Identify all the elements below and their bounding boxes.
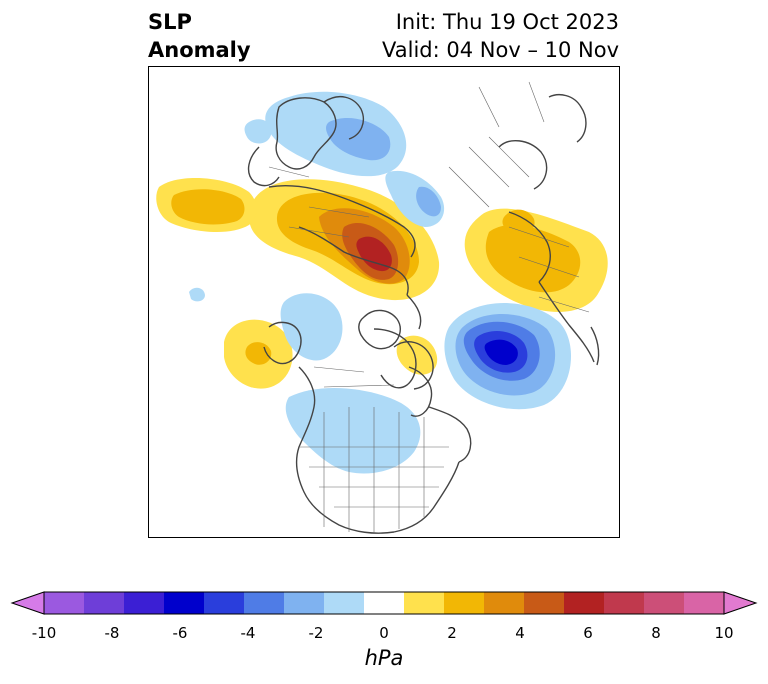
colorbar-tick-label: -10 xyxy=(31,624,57,642)
positive-anomaly-hudson xyxy=(396,335,438,375)
colorbar-cell xyxy=(404,592,445,614)
colorbar-cell xyxy=(284,592,325,614)
init-date: Init: Thu 19 Oct 2023 xyxy=(395,10,619,34)
colorbar-cells xyxy=(10,591,758,615)
colorbar-tick-label: 2 xyxy=(447,624,457,642)
colorbar-cell xyxy=(364,592,405,614)
political-borders xyxy=(268,81,590,533)
colorbar-extend-max xyxy=(723,591,758,615)
colorbar-tick-label: 6 xyxy=(583,624,593,642)
colorbar-cell xyxy=(244,592,285,614)
valid-period: Valid: 04 Nov – 10 Nov xyxy=(382,38,619,62)
anomaly-map xyxy=(156,81,608,534)
date-info: Init: Thu 19 Oct 2023 Valid: 04 Nov – 10… xyxy=(382,8,619,64)
colorbar xyxy=(10,591,758,615)
coastlines xyxy=(247,94,600,534)
colorbar-cell xyxy=(524,592,565,614)
colorbar-cell xyxy=(444,592,485,614)
colorbar-cell xyxy=(124,592,165,614)
colorbar-tick-label: -8 xyxy=(104,624,120,642)
colorbar-cell xyxy=(604,592,645,614)
colorbar-cell xyxy=(84,592,125,614)
variable-subtitle: Anomaly xyxy=(148,38,251,62)
colorbar-cell xyxy=(44,592,85,614)
colorbar-cell xyxy=(324,592,365,614)
positive-anomaly-pacific xyxy=(224,319,293,389)
colorbar-tick-label: -6 xyxy=(172,624,188,642)
colorbar-cell xyxy=(684,592,725,614)
colorbar-cell xyxy=(564,592,605,614)
unit-label: hPa xyxy=(364,646,404,670)
colorbar-tick-label: -2 xyxy=(308,624,324,642)
negative-anomaly-arctic xyxy=(244,91,445,227)
negative-anomaly-atlantic xyxy=(444,303,571,410)
colorbar-extend-min xyxy=(10,591,45,615)
colorbar-cell xyxy=(164,592,205,614)
colorbar-tick-label: 0 xyxy=(379,624,389,642)
colorbar-tick-label: 10 xyxy=(714,624,734,642)
negative-anomaly-north-america xyxy=(189,287,421,474)
colorbar-cell xyxy=(484,592,525,614)
positive-anomaly-europe xyxy=(464,208,608,312)
colorbar-tick-label: 4 xyxy=(515,624,525,642)
map-panel xyxy=(148,66,620,538)
colorbar-tick-label: -4 xyxy=(240,624,256,642)
colorbar-tick-label: 8 xyxy=(651,624,661,642)
colorbar-cell xyxy=(204,592,245,614)
chart-title: SLP Anomaly xyxy=(148,8,251,64)
colorbar-cell xyxy=(644,592,685,614)
variable-name: SLP xyxy=(148,10,192,34)
